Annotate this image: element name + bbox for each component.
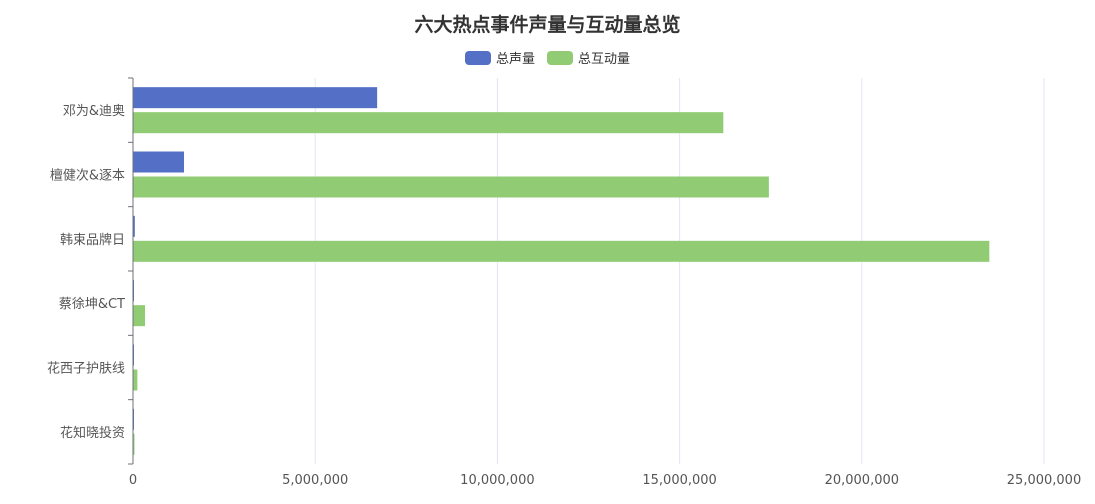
legend-swatch-series-0 xyxy=(464,50,491,65)
y-tick-label-1: 檀健次&逐本 xyxy=(50,168,125,184)
x-tick-label-0: 0 xyxy=(129,473,137,488)
bar-series-1-cat-4[interactable] xyxy=(133,369,138,391)
bar-series-1-cat-2[interactable] xyxy=(133,240,990,262)
bar-series-0-cat-1[interactable] xyxy=(133,151,185,173)
y-tick-label-3: 蔡徐坤&CT xyxy=(59,297,125,312)
bar-series-1-cat-5[interactable] xyxy=(133,433,135,455)
legend-label-series-0: 总声量 xyxy=(495,52,535,67)
y-tick-label-4: 花西子护肤线 xyxy=(47,361,125,377)
bar-series-1-cat-0[interactable] xyxy=(133,112,724,134)
x-tick-label-3: 15,000,000 xyxy=(642,473,716,488)
x-tick-label-4: 20,000,000 xyxy=(825,473,899,488)
chart-title: 六大热点事件声量与互动量总览 xyxy=(414,14,681,36)
y-tick-label-5: 花知晓投资 xyxy=(60,425,125,441)
y-tick-label-0: 邓为&迪奥 xyxy=(63,104,125,119)
legend-item-series-0[interactable]: 总声量 xyxy=(464,48,535,67)
x-tick-label-1: 5,000,000 xyxy=(282,473,348,488)
legend-item-series-1[interactable]: 总互动量 xyxy=(547,48,630,67)
legend-swatch-series-1 xyxy=(547,50,573,65)
x-tick-label-5: 25,000,000 xyxy=(1007,473,1081,488)
x-tick-label-2: 10,000,000 xyxy=(460,473,534,488)
bar-series-0-cat-0[interactable] xyxy=(133,87,378,109)
y-tick-label-2: 韩束品牌日 xyxy=(60,232,125,248)
bar-series-1-cat-1[interactable] xyxy=(133,176,769,198)
bar-series-0-cat-2[interactable] xyxy=(133,215,135,237)
legend: 总声量 总互动量 xyxy=(0,48,1095,67)
legend-label-series-1: 总互动量 xyxy=(578,52,631,67)
bar-series-1-cat-3[interactable] xyxy=(133,305,146,327)
